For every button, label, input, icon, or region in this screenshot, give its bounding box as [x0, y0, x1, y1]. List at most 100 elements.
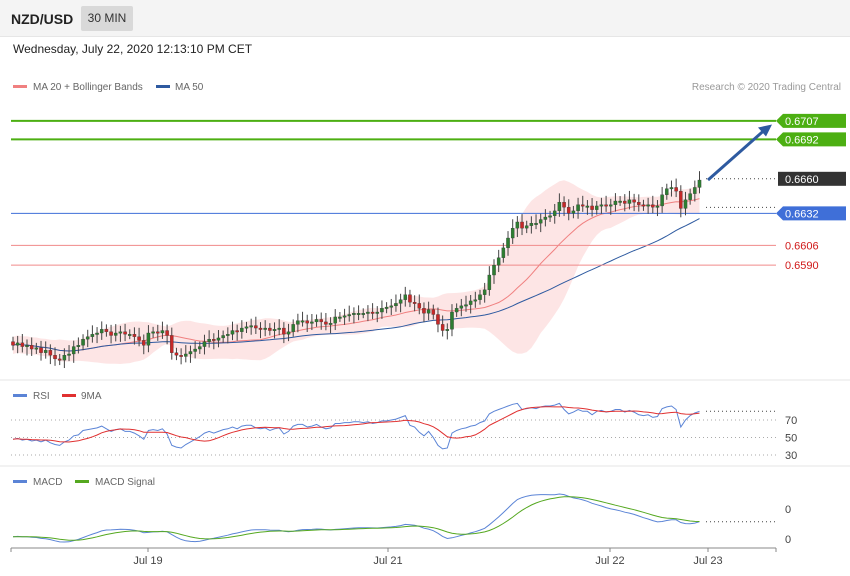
- candle-body: [193, 348, 197, 352]
- legend-label-ma50: MA 50: [175, 82, 204, 93]
- candle-body: [506, 237, 510, 249]
- candle-body: [665, 188, 669, 195]
- x-tick-label: Jul 23: [693, 555, 722, 567]
- price-label-bg: [776, 113, 846, 128]
- candle-body: [95, 332, 99, 335]
- candle-body: [394, 303, 398, 307]
- candle-body: [450, 311, 454, 330]
- candle-body: [538, 219, 543, 224]
- candle-body: [380, 308, 384, 313]
- candle-body: [310, 321, 314, 324]
- candle-body: [347, 314, 351, 317]
- legend-swatch-macd-signal: [75, 480, 89, 483]
- candle-body: [398, 299, 403, 304]
- candle-body: [637, 202, 641, 205]
- candle-body: [296, 320, 300, 325]
- candle-body: [99, 329, 104, 334]
- candle-body: [688, 193, 692, 200]
- forecast-arrowhead: [758, 124, 772, 137]
- macd-signal-line: [13, 496, 700, 541]
- candle-body: [482, 289, 487, 295]
- candle-body: [627, 199, 632, 204]
- x-tick-label: Jul 22: [595, 555, 624, 567]
- candle-body: [300, 320, 305, 323]
- candle-body: [468, 300, 473, 305]
- candle-body: [305, 320, 309, 324]
- candle-body: [571, 210, 576, 214]
- candle-body: [244, 326, 249, 329]
- candle-body: [524, 225, 529, 229]
- candle-body: [156, 331, 160, 334]
- candle-body: [408, 294, 412, 303]
- candle-body: [454, 308, 459, 313]
- candle-body: [693, 187, 697, 194]
- candle-body: [580, 204, 585, 207]
- candle-body: [384, 306, 389, 309]
- legend-label-macd: MACD: [33, 477, 62, 488]
- forecast-arrow: [707, 129, 765, 182]
- candle-body: [613, 200, 618, 205]
- candle-body: [184, 353, 188, 357]
- candle-body: [641, 204, 646, 207]
- candle-body: [496, 257, 501, 266]
- candle-body: [529, 223, 534, 226]
- ma50-line: [12, 218, 700, 352]
- price-label-bg: [776, 206, 846, 221]
- candle-body: [651, 204, 655, 208]
- candle-body: [683, 199, 688, 209]
- candle-body: [464, 304, 468, 307]
- candle-body: [29, 345, 34, 350]
- candle-body: [170, 335, 174, 353]
- candle-body: [127, 334, 132, 336]
- candle-body: [34, 347, 39, 350]
- candle-body: [207, 339, 211, 342]
- candle-body: [389, 305, 394, 308]
- candle-body: [609, 204, 613, 207]
- candle-body: [562, 202, 566, 208]
- candle-body: [263, 327, 267, 330]
- candle-body: [590, 205, 594, 210]
- timeframe-button[interactable]: 30 MIN: [81, 6, 133, 31]
- candle-body: [179, 355, 183, 357]
- candle-body: [258, 327, 263, 330]
- candle-body: [510, 227, 515, 239]
- instrument-title: NZD/USD: [11, 11, 74, 27]
- candle-body: [202, 341, 207, 347]
- candle-body: [268, 327, 272, 331]
- macd-line: [12, 493, 700, 543]
- candle-body: [356, 313, 361, 315]
- legend-swatch-ma20: [13, 85, 27, 88]
- legend-label-rsi-ma: 9MA: [81, 391, 102, 402]
- candle-body: [314, 319, 319, 323]
- legend-swatch-rsi: [13, 394, 27, 397]
- candle-body: [440, 324, 445, 331]
- candle-body: [48, 350, 53, 356]
- candle-body: [697, 179, 702, 188]
- candle-body: [198, 346, 202, 350]
- candle-body: [76, 345, 81, 347]
- legend-swatch-rsi-ma: [62, 394, 76, 397]
- candle-body: [445, 329, 450, 331]
- candle-body: [57, 358, 62, 361]
- top-bar: NZD/USD 30 MIN: [0, 0, 850, 37]
- candle-body: [632, 199, 636, 203]
- candle-body: [557, 202, 562, 212]
- x-tick-label: Jul 19: [133, 555, 162, 567]
- candle-body: [487, 274, 492, 290]
- candle-body: [576, 204, 580, 212]
- candle-body: [370, 311, 375, 314]
- candle-body: [254, 325, 258, 329]
- candle-body: [342, 315, 347, 318]
- candle-body: [118, 331, 123, 334]
- candle-body: [109, 331, 113, 336]
- rsi-tick-label: 70: [785, 415, 797, 427]
- candle-body: [338, 316, 342, 319]
- candle-body: [151, 331, 155, 334]
- candle-body: [81, 339, 85, 346]
- candle-body: [660, 194, 664, 207]
- price-label-resistance: 0.6692: [785, 134, 819, 146]
- candle-body: [473, 299, 478, 302]
- candle-body: [277, 327, 281, 330]
- rsi-line: [12, 402, 700, 450]
